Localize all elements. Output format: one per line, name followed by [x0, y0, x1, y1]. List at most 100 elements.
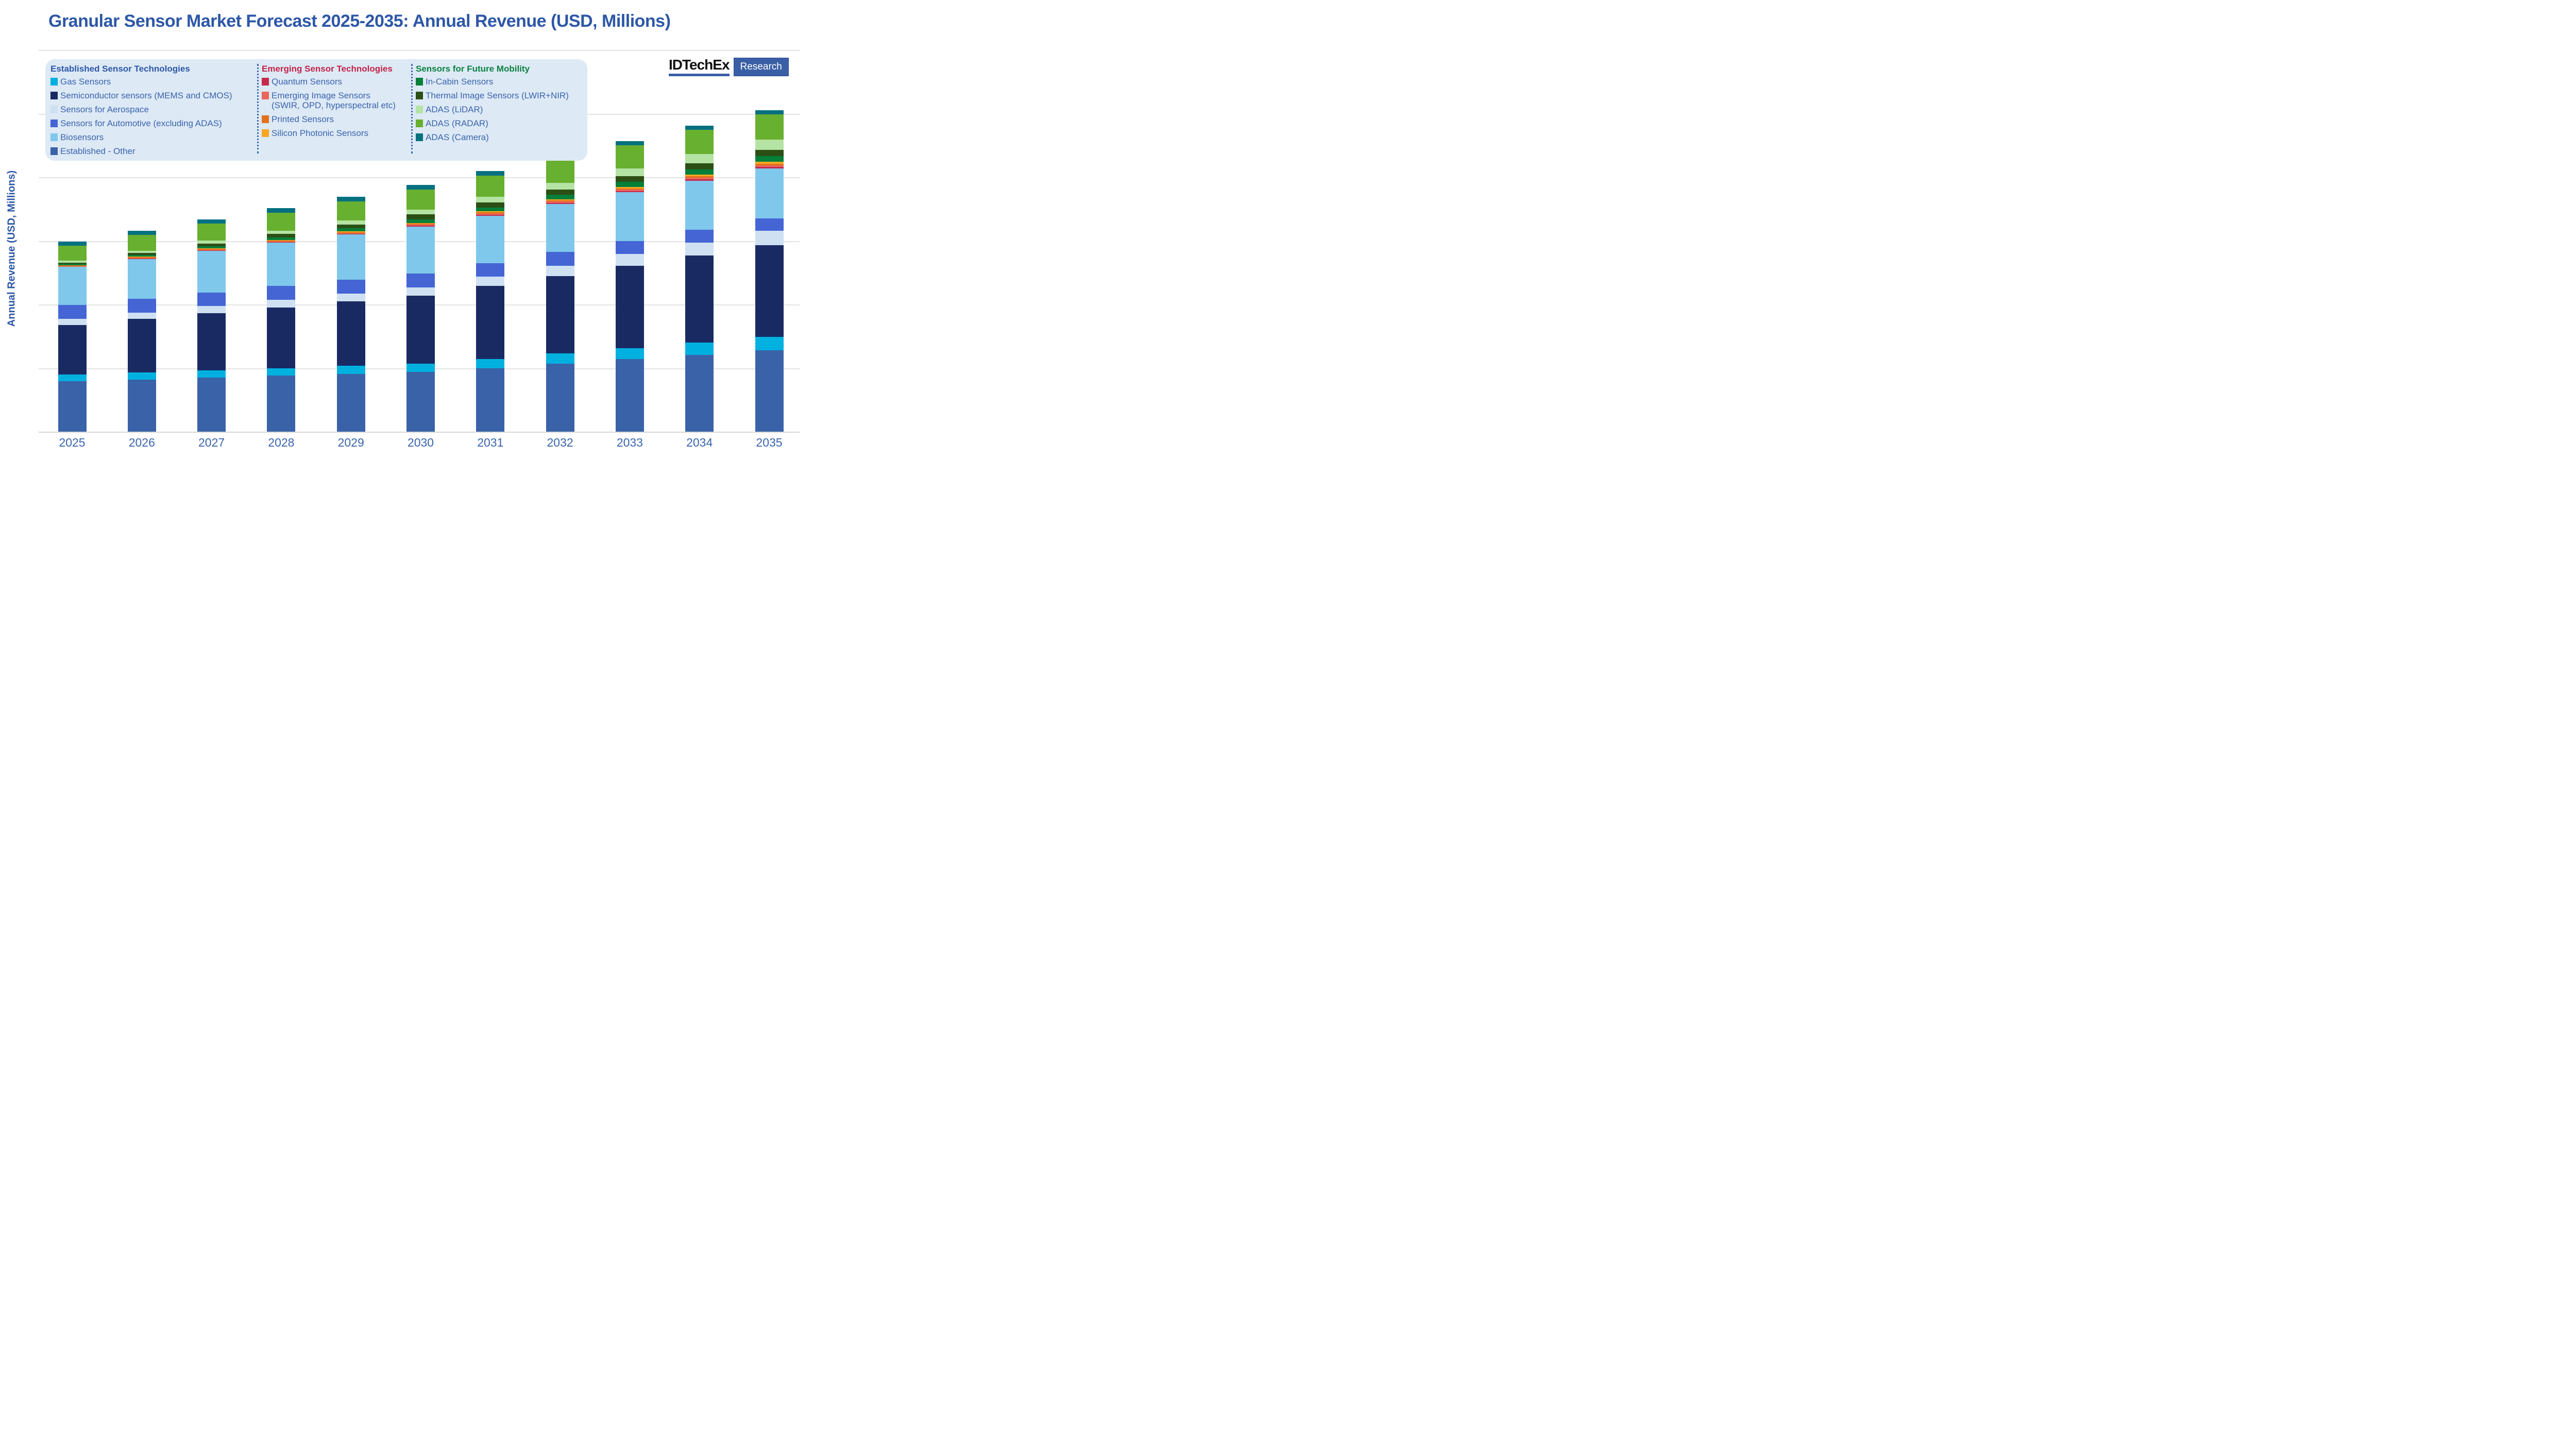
bar-segment-thermal [406, 214, 435, 219]
chart-canvas: Granular Sensor Market Forecast 2025-203… [0, 0, 808, 454]
legend-label: ADAS (RADAR) [426, 118, 488, 128]
legend-label: Gas Sensors [60, 77, 111, 87]
x-axis-label-2034: 2034 [686, 436, 713, 449]
bar-segment-printed [546, 200, 574, 202]
x-axis-label-2026: 2026 [128, 436, 155, 449]
bar-segment-lidar [58, 261, 87, 263]
bar-segment-quantum [406, 226, 435, 227]
bar-segment-in_cabin [197, 246, 226, 249]
bar-segment-gas [755, 337, 784, 350]
bar-segment-automotive [336, 280, 365, 294]
bar-segment-printed [406, 224, 435, 225]
bar-segment-thermal [476, 202, 505, 208]
bar-segment-biosensors [336, 234, 365, 280]
gridline [39, 177, 800, 178]
bar-segment-camera [127, 230, 156, 235]
x-axis-label-2031: 2031 [477, 436, 504, 449]
legend-group-header: Established Sensor Technologies [50, 64, 190, 74]
bar-segment-semiconductor [336, 301, 365, 366]
bar-segment-established_other [58, 381, 87, 432]
bar-segment-lidar [267, 230, 296, 234]
bar-segment-automotive [197, 292, 226, 306]
x-axis-label-2032: 2032 [547, 436, 573, 449]
bar-2030 [406, 185, 435, 432]
bar-segment-quantum [615, 191, 644, 193]
bar-segment-quantum [546, 202, 574, 204]
bar-segment-automotive [546, 252, 574, 266]
bar-segment-printed [336, 232, 365, 233]
bar-segment-gas [615, 348, 644, 360]
idtechex-logo-underline [669, 74, 730, 76]
legend-group-header: Emerging Sensor Technologies [262, 64, 393, 74]
bar-segment-biosensors [197, 250, 226, 293]
bar-segment-gas [685, 342, 714, 355]
legend-item-silicon_photonic: Silicon Photonic Sensors [262, 128, 396, 138]
bar-segment-semiconductor [685, 255, 714, 343]
bar-segment-in_cabin [615, 182, 644, 187]
x-axis-label-2028: 2028 [268, 436, 295, 449]
bar-segment-silicon_photonic [197, 248, 226, 249]
legend-label: ADAS (LiDAR) [426, 105, 483, 114]
bar-segment-automotive [685, 230, 714, 243]
legend-item-lidar: ADAS (LiDAR) [416, 105, 569, 114]
bar-segment-biosensors [58, 267, 87, 305]
idtechex-research-badge: Research [733, 58, 789, 76]
legend-swatch-radar [416, 120, 423, 127]
bar-segment-automotive [58, 304, 87, 319]
bar-segment-radar [127, 234, 156, 251]
bar-segment-printed [127, 257, 156, 258]
gridline [39, 50, 800, 51]
bar-segment-semiconductor [127, 319, 156, 372]
bar-segment-gas [546, 353, 574, 364]
legend-group-3: Sensors for Future Mobility In-Cabin Sens… [416, 62, 569, 146]
legend-item-established_other: Established - Other [50, 146, 232, 156]
bar-segment-gas [267, 368, 296, 376]
legend-item-gas: Gas Sensors [50, 77, 232, 87]
bar-segment-established_other [615, 359, 644, 432]
bar-segment-semiconductor [197, 313, 226, 370]
bar-segment-lidar [336, 220, 365, 225]
bar-segment-camera [685, 126, 714, 130]
bar-segment-emerging_image [336, 233, 365, 234]
legend-label: Emerging Image Sensors (SWIR, OPD, hypers… [272, 91, 396, 110]
legend-separator [411, 64, 413, 154]
bar-segment-emerging_image [406, 225, 435, 226]
bar-segment-thermal [755, 149, 784, 157]
bar-segment-silicon_photonic [685, 174, 714, 177]
bar-segment-semiconductor [546, 276, 574, 354]
bar-segment-thermal [267, 234, 296, 237]
bar-segment-automotive [406, 273, 435, 287]
bar-segment-printed [685, 176, 714, 178]
bar-segment-biosensors [615, 192, 644, 241]
x-axis-label-2035: 2035 [756, 436, 783, 449]
legend-swatch-camera [416, 133, 423, 141]
bar-segment-lidar [406, 210, 435, 215]
bar-segment-thermal [197, 243, 226, 246]
bar-segment-printed [197, 248, 226, 250]
legend-swatch-biosensors [50, 133, 58, 141]
bar-segment-biosensors [755, 168, 784, 218]
bar-segment-lidar [615, 168, 644, 176]
bar-segment-in_cabin [546, 195, 574, 199]
legend-label: Sensors for Automotive (excluding ADAS) [60, 118, 222, 128]
bar-segment-gas [336, 366, 365, 374]
bar-segment-printed [615, 188, 644, 190]
bar-segment-thermal [58, 263, 87, 264]
x-axis-label-2029: 2029 [337, 436, 364, 449]
bar-segment-aerospace [267, 300, 296, 308]
bar-segment-aerospace [476, 277, 505, 286]
bar-segment-silicon_photonic [755, 162, 784, 164]
bar-segment-thermal [685, 163, 714, 169]
bar-segment-gas [58, 374, 87, 382]
legend-item-biosensors: Biosensors [50, 132, 232, 142]
bar-2033 [615, 141, 644, 432]
bar-segment-radar [197, 224, 226, 241]
bar-segment-established_other [406, 371, 435, 432]
bar-2027 [197, 219, 226, 432]
bar-segment-semiconductor [615, 266, 644, 348]
bar-segment-established_other [685, 354, 714, 432]
legend-swatch-emerging_image [262, 92, 269, 99]
legend-label: ADAS (Camera) [426, 132, 489, 142]
bar-segment-camera [58, 242, 87, 246]
legend-item-printed: Printed Sensors [262, 114, 396, 124]
